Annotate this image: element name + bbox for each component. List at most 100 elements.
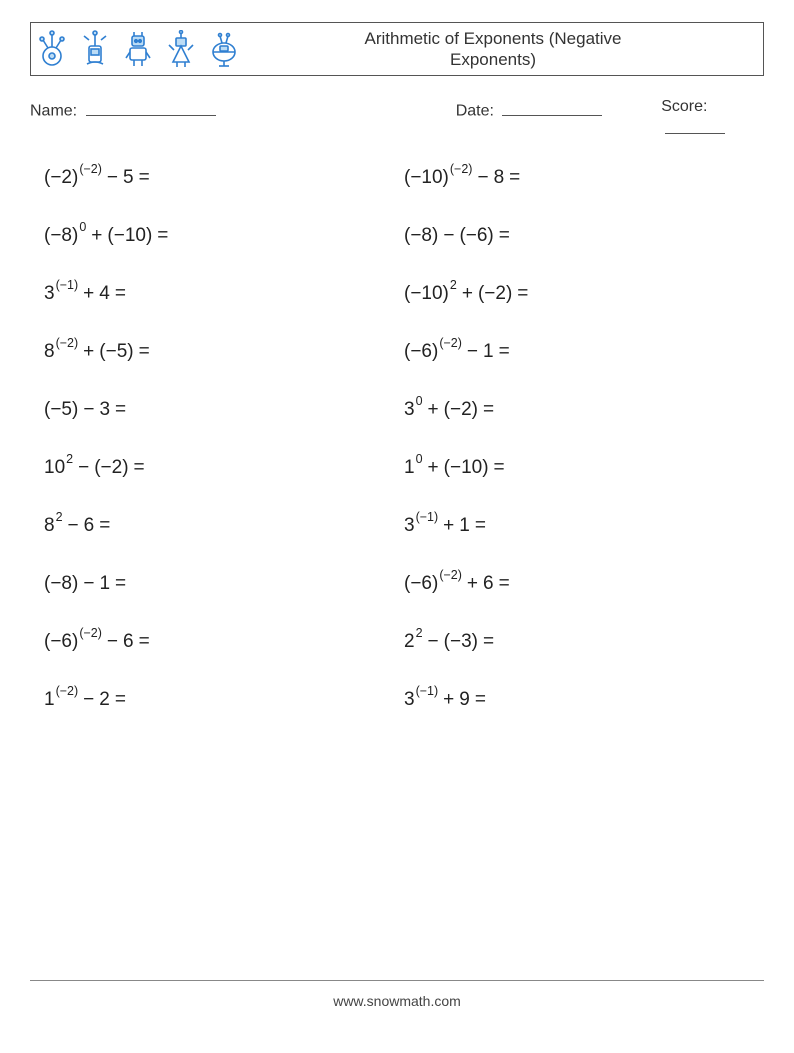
- name-blank[interactable]: [86, 98, 216, 116]
- expr-operator: +: [462, 283, 473, 305]
- expr-exponent: 2: [66, 452, 73, 466]
- problem-expression: 82−6 =: [44, 515, 404, 537]
- expr-operand: (−2): [94, 457, 128, 479]
- expr-operand: 2: [99, 689, 110, 711]
- problem-expression: (−5)−3 =: [44, 399, 404, 421]
- problem-expression: (−8)−1 =: [44, 573, 404, 595]
- expr-base: (−8): [44, 225, 78, 247]
- expr-operand: 6: [123, 631, 134, 653]
- expr-operand: 3: [99, 399, 110, 421]
- equals-sign: =: [139, 167, 150, 189]
- expr-base: 3: [44, 283, 55, 305]
- expr-base: 10: [44, 457, 65, 479]
- equals-sign: =: [139, 631, 150, 653]
- equals-sign: =: [483, 631, 494, 653]
- expr-operator: −: [83, 689, 94, 711]
- equals-sign: =: [99, 515, 110, 537]
- expr-operand: (−3): [444, 631, 478, 653]
- footer-divider: [30, 980, 764, 981]
- problem-expression: (−8)−(−6) =: [404, 225, 764, 247]
- robot-icon: [167, 30, 195, 68]
- expr-operand: (−10): [107, 225, 152, 247]
- equals-sign: =: [499, 225, 510, 247]
- problem-expression: (−2)(−2)−5 =: [44, 167, 404, 189]
- expr-operand: 8: [494, 167, 505, 189]
- expr-base: 3: [404, 689, 415, 711]
- expr-exponent: (−1): [416, 510, 439, 524]
- expr-operator: +: [467, 573, 478, 595]
- expr-base: 3: [404, 515, 415, 537]
- expr-base: (−6): [44, 631, 78, 653]
- title-line-1: Arithmetic of Exponents (Negative: [239, 28, 747, 49]
- title-line-2: Exponents): [239, 49, 747, 70]
- equals-sign: =: [483, 399, 494, 421]
- expr-exponent: 0: [79, 220, 86, 234]
- problem-expression: 3(−1)+1 =: [404, 515, 764, 537]
- problem-expression: 1(−2)−2 =: [44, 689, 404, 711]
- equals-sign: =: [115, 283, 126, 305]
- expr-base: 8: [44, 515, 55, 537]
- expr-operand: 9: [459, 689, 470, 711]
- expr-base: 3: [404, 399, 415, 421]
- expr-operand: 6: [483, 573, 494, 595]
- expr-operand: 5: [123, 167, 134, 189]
- equals-sign: =: [134, 457, 145, 479]
- expr-exponent: 0: [416, 452, 423, 466]
- equals-sign: =: [115, 573, 126, 595]
- worksheet-title: Arithmetic of Exponents (Negative Expone…: [239, 28, 757, 71]
- expr-exponent: (−2): [439, 568, 462, 582]
- expr-exponent: (−2): [450, 162, 473, 176]
- expr-exponent: (−2): [56, 684, 79, 698]
- problem-expression: 3(−1)+4 =: [44, 283, 404, 305]
- problem-expression: (−6)(−2)+6 =: [404, 573, 764, 595]
- expr-base: (−6): [404, 341, 438, 363]
- score-blank[interactable]: [665, 116, 725, 134]
- expr-exponent: 2: [56, 510, 63, 524]
- expr-base: 8: [44, 341, 55, 363]
- expr-base: (−10): [404, 167, 449, 189]
- problem-expression: 8(−2)+(−5) =: [44, 341, 404, 363]
- problem-expression: (−6)(−2)−1 =: [404, 341, 764, 363]
- expr-operand: (−6): [459, 225, 493, 247]
- problem-expression: (−8)0+(−10) =: [44, 225, 404, 247]
- expr-exponent: (−1): [56, 278, 79, 292]
- expr-exponent: (−1): [416, 684, 439, 698]
- robot-icon: [37, 30, 67, 68]
- expr-exponent: (−2): [56, 336, 79, 350]
- expr-operand: (−5): [99, 341, 133, 363]
- expr-base: (−6): [404, 573, 438, 595]
- expr-operator: −: [467, 341, 478, 363]
- expr-exponent: 2: [450, 278, 457, 292]
- score-label: Score:: [661, 98, 707, 115]
- robot-icon: [209, 30, 239, 68]
- equals-sign: =: [157, 225, 168, 247]
- equals-sign: =: [475, 515, 486, 537]
- expr-operator: +: [443, 689, 454, 711]
- equals-sign: =: [517, 283, 528, 305]
- problem-expression: (−6)(−2)−6 =: [44, 631, 404, 653]
- problem-expression: 3(−1)+9 =: [404, 689, 764, 711]
- expr-base: (−8): [44, 573, 78, 595]
- expr-operand: 1: [99, 573, 110, 595]
- problem-expression: (−10)2+(−2) =: [404, 283, 764, 305]
- expr-operand: 1: [459, 515, 470, 537]
- date-label: Date:: [456, 103, 494, 120]
- expr-operator: −: [68, 515, 79, 537]
- equals-sign: =: [139, 341, 150, 363]
- expr-operator: −: [83, 573, 94, 595]
- date-blank[interactable]: [502, 98, 602, 116]
- name-label: Name:: [30, 103, 77, 120]
- info-line: Name: Date: Score:: [30, 98, 764, 139]
- expr-base: (−10): [404, 283, 449, 305]
- equals-sign: =: [509, 167, 520, 189]
- equals-sign: =: [115, 689, 126, 711]
- expr-operand: 1: [483, 341, 494, 363]
- robot-icon: [123, 30, 153, 68]
- expr-operator: +: [443, 515, 454, 537]
- expr-exponent: (−2): [439, 336, 462, 350]
- equals-sign: =: [115, 399, 126, 421]
- equals-sign: =: [494, 457, 505, 479]
- expr-exponent: (−2): [79, 626, 102, 640]
- expr-exponent: 2: [416, 626, 423, 640]
- problem-expression: (−10)(−2)−8 =: [404, 167, 764, 189]
